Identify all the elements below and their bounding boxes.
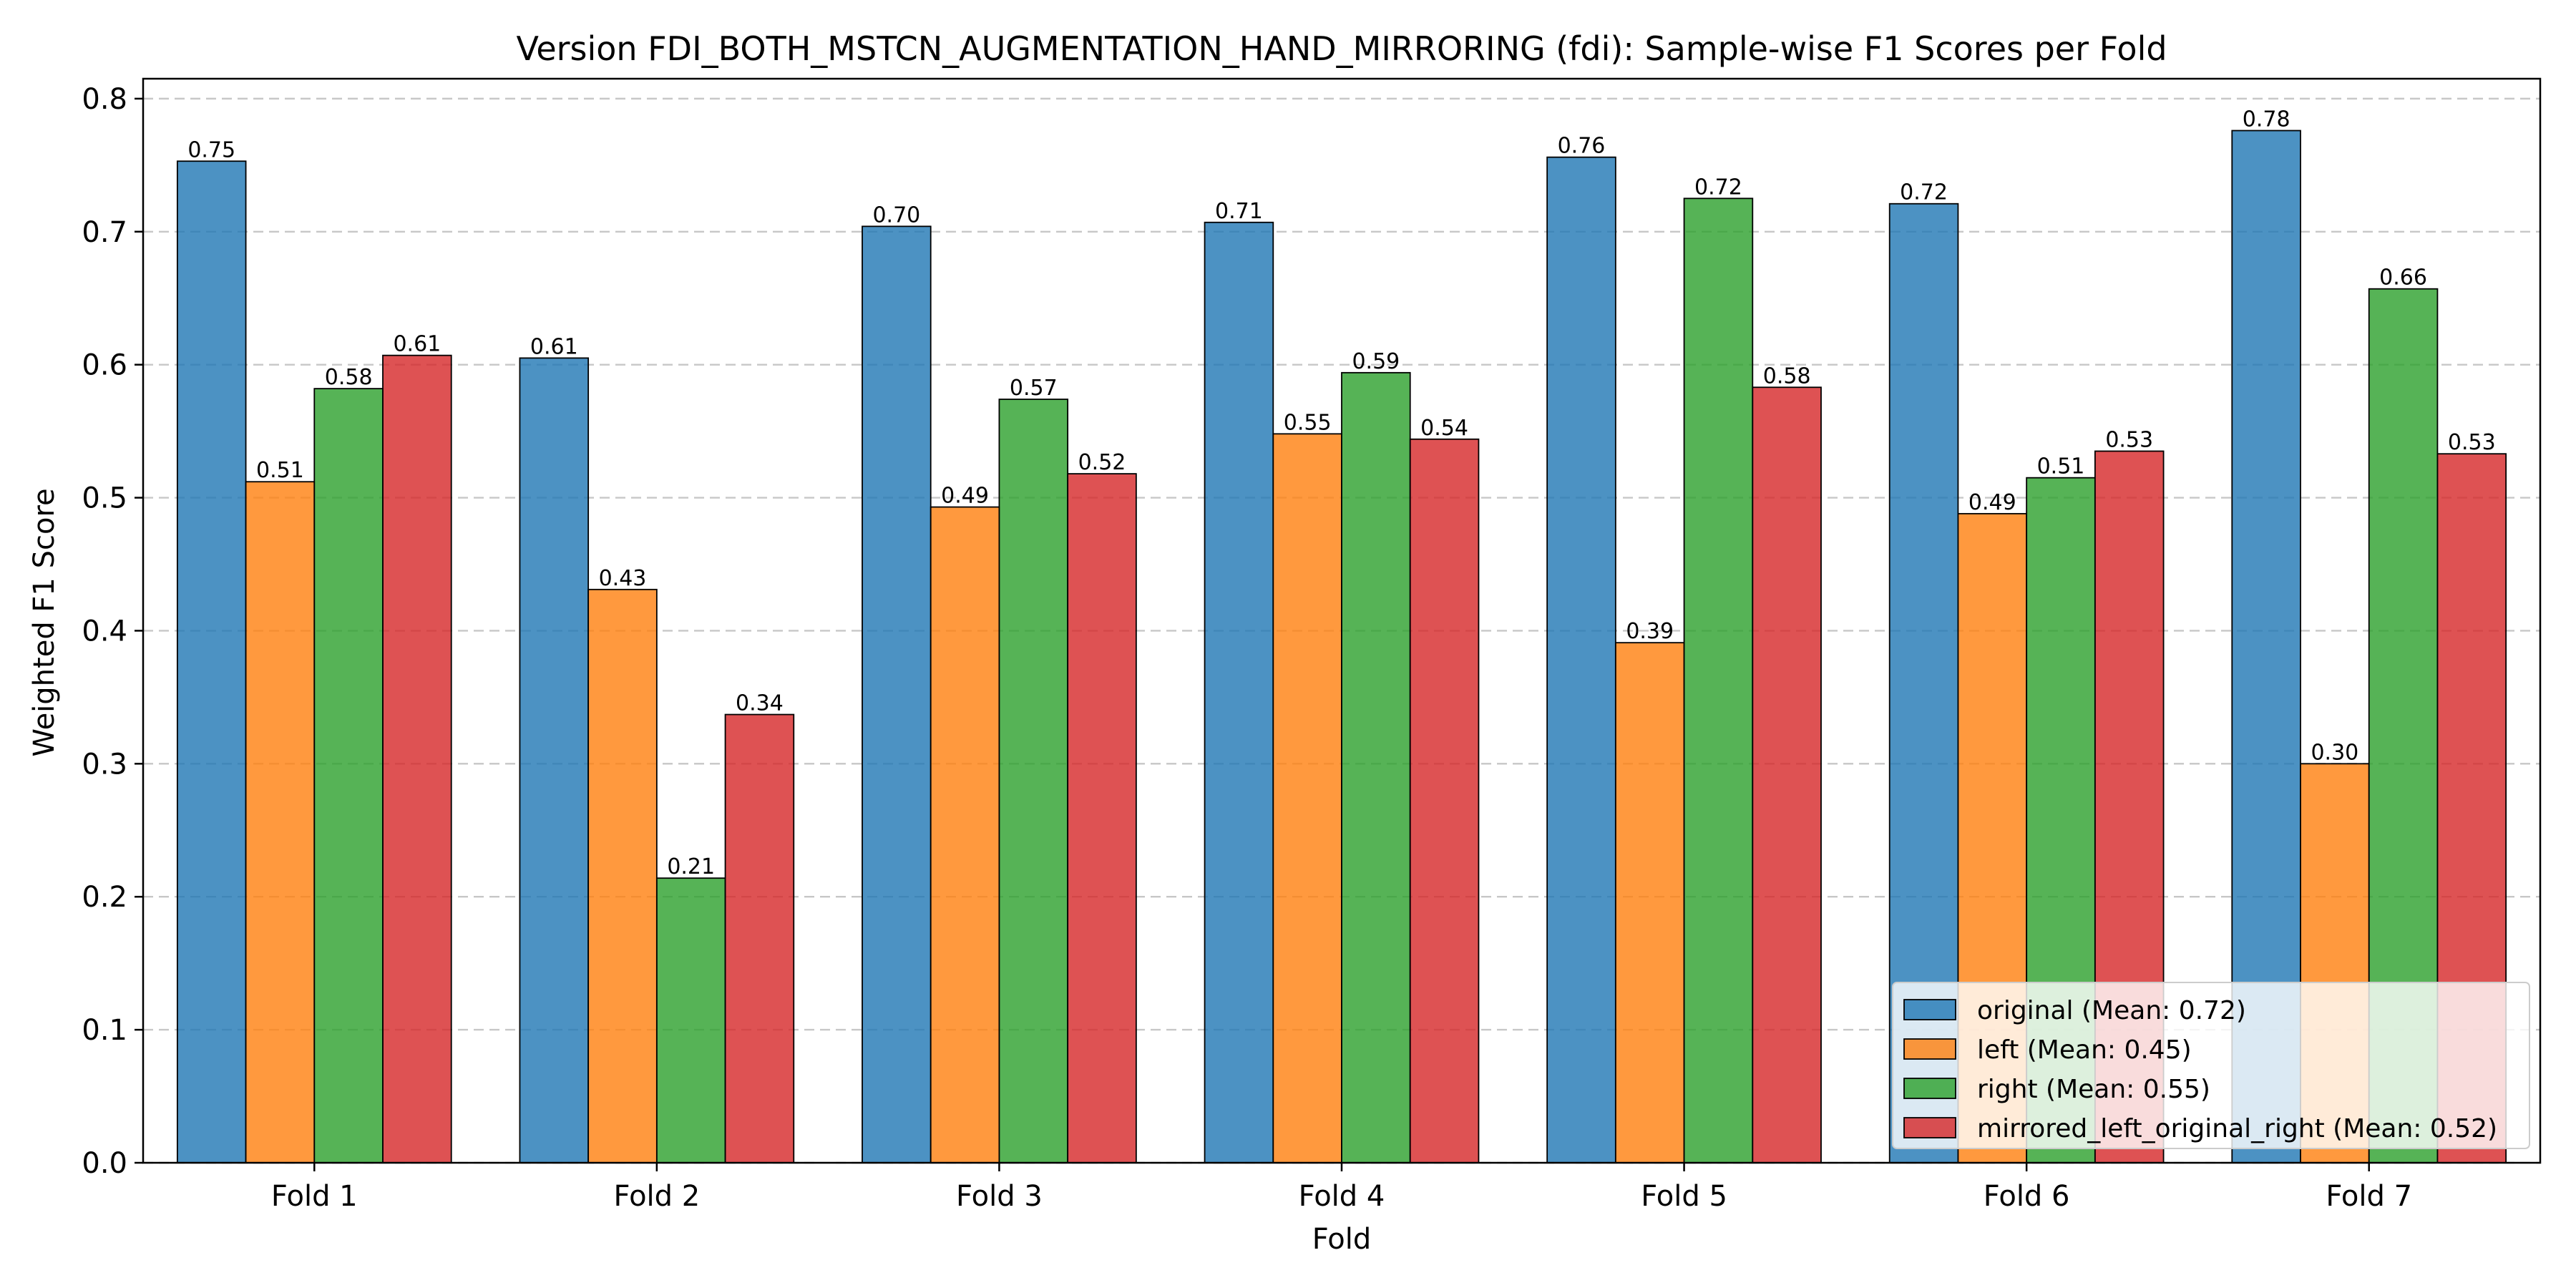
- bar-2-2: [587, 588, 658, 1163]
- legend-swatch: [1903, 1078, 1956, 1099]
- bar-value-label: 0.54: [1420, 416, 1468, 441]
- y-tick-label: 0.7: [82, 216, 127, 249]
- bar-value-label: 0.55: [1284, 410, 1332, 435]
- bar-value-label: 0.51: [2037, 454, 2085, 479]
- legend-swatch: [1903, 1117, 1956, 1138]
- bar-value-label: 0.76: [1558, 134, 1606, 159]
- bar-value-label: 0.58: [1763, 364, 1811, 389]
- bar-4-2: [724, 713, 795, 1163]
- bar-value-label: 0.58: [325, 365, 373, 390]
- bar-3-5: [1683, 197, 1754, 1163]
- bar-1-1: [176, 160, 247, 1163]
- x-tick-label: Fold 6: [1984, 1180, 2070, 1213]
- bar-value-label: 0.70: [872, 203, 920, 228]
- bar-value-label: 0.30: [2311, 740, 2358, 765]
- bar-2-4: [1272, 433, 1342, 1163]
- bar-value-label: 0.78: [2243, 107, 2290, 132]
- bar-1-4: [1204, 221, 1274, 1163]
- bar-value-label: 0.75: [187, 137, 235, 162]
- bar-value-label: 0.61: [530, 334, 578, 359]
- bar-value-label: 0.53: [2105, 427, 2153, 452]
- x-tick-label: Fold 1: [271, 1180, 358, 1213]
- bar-value-label: 0.57: [1010, 376, 1058, 401]
- y-tick-label: 0.5: [82, 482, 127, 515]
- bar-value-label: 0.34: [736, 691, 784, 716]
- bar-3-3: [998, 399, 1069, 1163]
- bar-value-label: 0.49: [1968, 490, 2016, 515]
- x-tick-label: Fold 2: [613, 1180, 700, 1213]
- legend-entry-label: left (Mean: 0.45): [1977, 1035, 2192, 1065]
- x-tick-label: Fold 3: [956, 1180, 1043, 1213]
- bar-4-5: [1752, 386, 1822, 1163]
- bar-value-label: 0.51: [256, 458, 304, 483]
- bar-value-label: 0.72: [1900, 180, 1948, 205]
- legend-entry-label: mirrored_left_original_right (Mean: 0.52…: [1977, 1114, 2497, 1143]
- y-axis-label: Weighted F1 Score: [28, 488, 61, 756]
- y-tick-label: 0.0: [82, 1147, 127, 1180]
- bar-2-5: [1614, 642, 1685, 1163]
- bar-value-label: 0.43: [599, 566, 647, 591]
- y-tick-label: 0.1: [82, 1014, 127, 1047]
- legend: original (Mean: 0.72) left (Mean: 0.45) ri…: [1892, 982, 2530, 1149]
- legend-frame: [1892, 982, 2530, 1149]
- legend-entry-label: right (Mean: 0.55): [1977, 1075, 2210, 1104]
- bar-value-label: 0.49: [941, 484, 989, 509]
- x-tick-label: Fold 7: [2326, 1180, 2412, 1213]
- y-tick-label: 0.8: [82, 83, 127, 116]
- bar-value-label: 0.72: [1694, 175, 1742, 200]
- bar-value-label: 0.39: [1626, 619, 1674, 644]
- x-ticks: Fold 1 Fold 2 Fold 3 Fold 4 Fold 5 Fold 6 Fold…: [271, 1163, 2412, 1213]
- bar-1-3: [862, 225, 932, 1163]
- bar-3-1: [313, 388, 384, 1163]
- chart-title: Version FDI_BOTH_MSTCN_AUGMENTATION_HAND…: [516, 29, 2167, 68]
- bar-value-label: 0.21: [667, 854, 715, 879]
- bar-value-label: 0.71: [1215, 199, 1263, 224]
- legend-entry-label: original (Mean: 0.72): [1977, 996, 2246, 1025]
- bar-4-1: [382, 354, 452, 1163]
- y-tick-label: 0.4: [82, 615, 127, 648]
- bar-value-label: 0.61: [393, 332, 441, 357]
- bar-3-4: [1341, 371, 1411, 1163]
- bar-4-3: [1067, 473, 1137, 1163]
- bar-2-1: [245, 481, 316, 1163]
- x-tick-label: Fold 4: [1299, 1180, 1385, 1213]
- bar-3-2: [655, 877, 726, 1163]
- bar-4-4: [1409, 438, 1480, 1163]
- bar-value-label: 0.52: [1078, 450, 1126, 475]
- bar-value-label: 0.59: [1352, 349, 1400, 374]
- x-axis-label: Fold: [1312, 1223, 1372, 1256]
- legend-swatch: [1903, 1038, 1956, 1060]
- y-tick-label: 0.3: [82, 748, 127, 781]
- bar-labels-group: 0.75 0.61 0.70 0.71 0.76 0.72 0.78 0.51 0.43 0.49…: [187, 107, 2495, 879]
- bar-1-2: [519, 357, 590, 1163]
- legend-swatch: [1903, 999, 1956, 1020]
- y-tick-label: 0.6: [82, 349, 127, 382]
- bar-2-3: [930, 506, 1000, 1163]
- bar-value-label: 0.53: [2448, 430, 2496, 455]
- bar-value-label: 0.66: [2379, 265, 2427, 291]
- bar-1-5: [1546, 156, 1616, 1163]
- x-tick-label: Fold 5: [1641, 1180, 1727, 1213]
- y-ticks: 0.0 0.1 0.2 0.3 0.4 0.5 0.6 0.7 0.8: [82, 83, 143, 1180]
- y-tick-label: 0.2: [82, 881, 127, 914]
